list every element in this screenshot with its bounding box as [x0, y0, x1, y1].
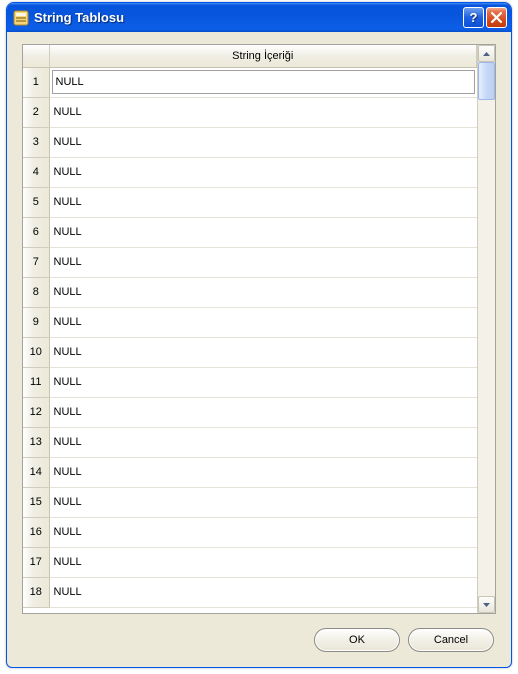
button-row: OK Cancel	[314, 628, 494, 652]
close-icon	[491, 12, 502, 23]
close-button[interactable]	[486, 7, 507, 28]
row-header[interactable]: 15	[23, 487, 49, 517]
scroll-down-button[interactable]	[478, 596, 495, 613]
help-icon: ?	[470, 10, 478, 25]
row-header[interactable]: 5	[23, 187, 49, 217]
string-table: String İçeriği 1NULL2NULL3NULL4NULL5NULL…	[23, 45, 477, 608]
table-row[interactable]: 11NULL	[23, 367, 477, 397]
scroll-track[interactable]	[478, 62, 495, 596]
table-row[interactable]: 10NULL	[23, 337, 477, 367]
table-row[interactable]: 14NULL	[23, 457, 477, 487]
vertical-scrollbar	[478, 45, 495, 613]
table-row[interactable]: 2NULL	[23, 97, 477, 127]
table-row[interactable]: 3NULL	[23, 127, 477, 157]
cell[interactable]: NULL	[49, 247, 477, 277]
table-row[interactable]: 1NULL	[23, 67, 477, 97]
row-header[interactable]: 18	[23, 577, 49, 607]
row-header[interactable]: 1	[23, 67, 49, 97]
table-body: String İçeriği 1NULL2NULL3NULL4NULL5NULL…	[23, 45, 478, 613]
row-header[interactable]: 8	[23, 277, 49, 307]
row-header[interactable]: 13	[23, 427, 49, 457]
table-area: String İçeriği 1NULL2NULL3NULL4NULL5NULL…	[22, 44, 496, 614]
table-row[interactable]: 5NULL	[23, 187, 477, 217]
dialog-content: String İçeriği 1NULL2NULL3NULL4NULL5NULL…	[10, 32, 508, 664]
scroll-thumb[interactable]	[478, 62, 495, 100]
cell[interactable]: NULL	[49, 157, 477, 187]
table-row[interactable]: 9NULL	[23, 307, 477, 337]
cell[interactable]: NULL	[49, 397, 477, 427]
table-row[interactable]: 6NULL	[23, 217, 477, 247]
cell[interactable]: NULL	[49, 577, 477, 607]
cell[interactable]: NULL	[49, 487, 477, 517]
row-header[interactable]: 9	[23, 307, 49, 337]
ok-button[interactable]: OK	[314, 628, 400, 652]
window-title: String Tablosu	[34, 10, 463, 25]
table-row[interactable]: 8NULL	[23, 277, 477, 307]
table-row[interactable]: 16NULL	[23, 517, 477, 547]
app-icon	[13, 10, 29, 26]
cell-value[interactable]: NULL	[52, 70, 475, 94]
table-row[interactable]: 7NULL	[23, 247, 477, 277]
cell[interactable]: NULL	[49, 367, 477, 397]
title-buttons: ?	[463, 7, 507, 28]
table-scroll-wrap: String İçeriği 1NULL2NULL3NULL4NULL5NULL…	[23, 45, 495, 613]
screenshot-container: String Tablosu ?	[0, 0, 518, 674]
row-header[interactable]: 3	[23, 127, 49, 157]
table-row[interactable]: 15NULL	[23, 487, 477, 517]
cell[interactable]: NULL	[49, 427, 477, 457]
cell[interactable]: NULL	[49, 547, 477, 577]
cell[interactable]: NULL	[49, 457, 477, 487]
cell[interactable]: NULL	[49, 337, 477, 367]
table-row[interactable]: 4NULL	[23, 157, 477, 187]
row-header[interactable]: 16	[23, 517, 49, 547]
chevron-up-icon	[483, 52, 490, 56]
table-row[interactable]: 18NULL	[23, 577, 477, 607]
row-header[interactable]: 7	[23, 247, 49, 277]
titlebar[interactable]: String Tablosu ?	[7, 3, 511, 32]
cancel-button[interactable]: Cancel	[408, 628, 494, 652]
cell[interactable]: NULL	[49, 307, 477, 337]
cell[interactable]: NULL	[49, 97, 477, 127]
row-header[interactable]: 4	[23, 157, 49, 187]
row-header[interactable]: 2	[23, 97, 49, 127]
cell[interactable]: NULL	[49, 127, 477, 157]
ok-label: OK	[349, 634, 365, 646]
help-button[interactable]: ?	[463, 7, 484, 28]
scroll-up-button[interactable]	[478, 45, 495, 62]
table-row[interactable]: 12NULL	[23, 397, 477, 427]
dialog-window: String Tablosu ?	[6, 2, 512, 668]
chevron-down-icon	[483, 603, 490, 607]
cell[interactable]: NULL	[49, 217, 477, 247]
cell[interactable]: NULL	[49, 67, 477, 97]
cell[interactable]: NULL	[49, 277, 477, 307]
column-header[interactable]: String İçeriği	[49, 45, 477, 67]
cancel-label: Cancel	[434, 634, 468, 646]
cell[interactable]: NULL	[49, 187, 477, 217]
row-header[interactable]: 14	[23, 457, 49, 487]
row-header[interactable]: 17	[23, 547, 49, 577]
row-header[interactable]: 11	[23, 367, 49, 397]
table-row[interactable]: 17NULL	[23, 547, 477, 577]
corner-header[interactable]	[23, 45, 49, 67]
row-header[interactable]: 10	[23, 337, 49, 367]
cell[interactable]: NULL	[49, 517, 477, 547]
table-row[interactable]: 13NULL	[23, 427, 477, 457]
row-header[interactable]: 12	[23, 397, 49, 427]
row-header[interactable]: 6	[23, 217, 49, 247]
